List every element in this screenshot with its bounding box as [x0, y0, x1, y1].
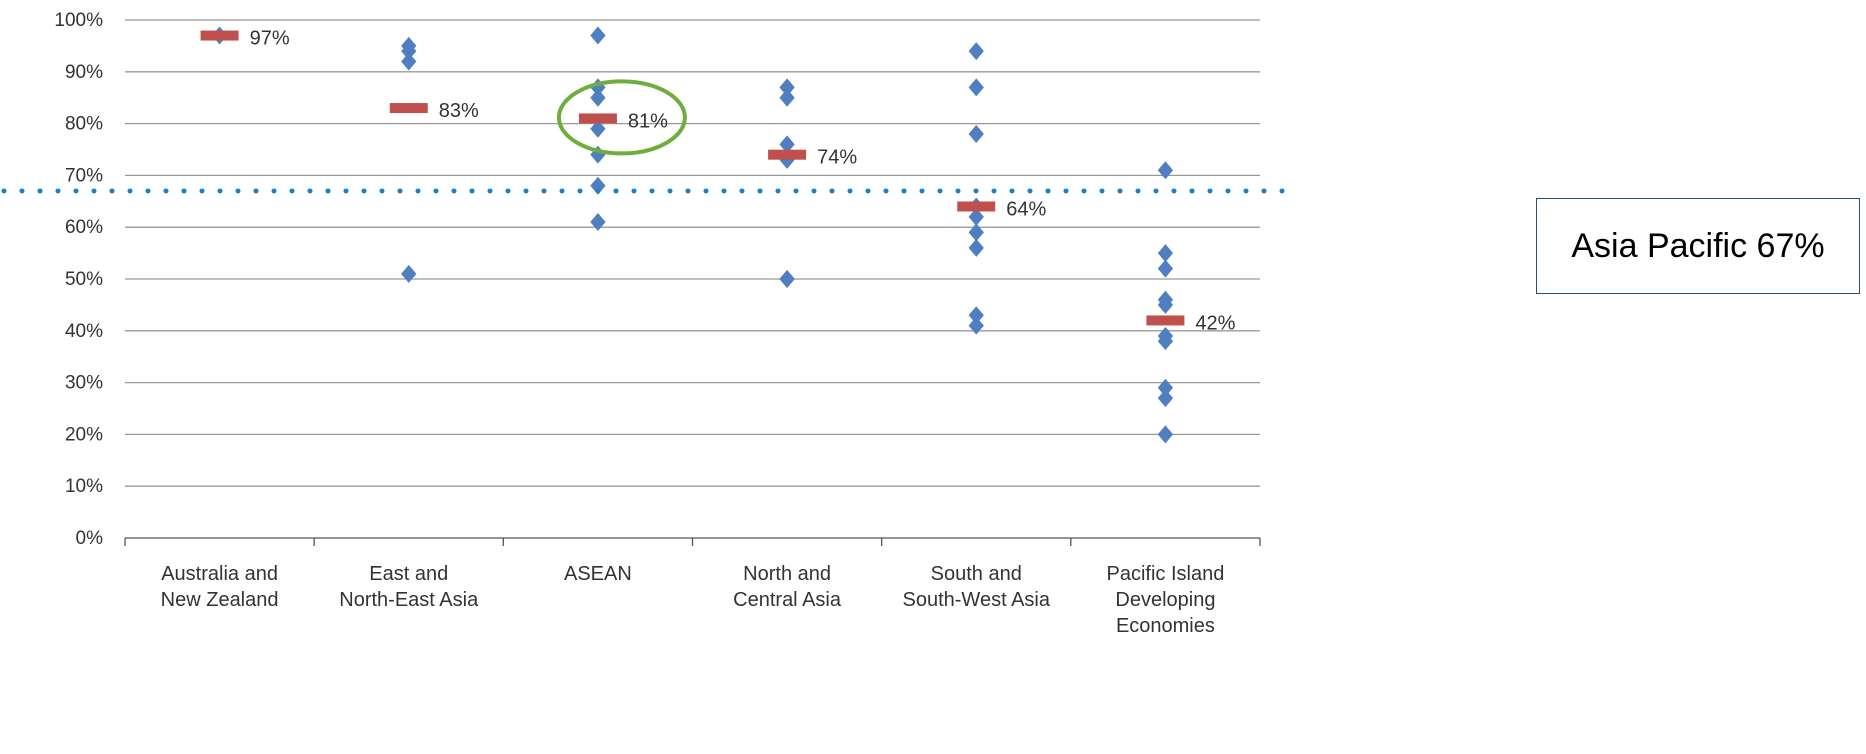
average-marker	[957, 201, 996, 212]
data-point	[1157, 425, 1174, 444]
data-point	[1157, 389, 1174, 408]
x-tick-label: South and South-West Asia	[903, 563, 1051, 611]
average-label: 42%	[1195, 312, 1235, 334]
y-tick-label: 10%	[65, 476, 103, 497]
y-tick-label: 90%	[65, 62, 103, 83]
data-point	[968, 306, 984, 325]
highlight-ellipse	[556, 79, 687, 156]
average-markers: 97% 83% 81% 74% 64% 42%	[200, 28, 1236, 334]
data-point	[590, 176, 606, 195]
data-point	[1157, 259, 1174, 278]
data-point	[590, 26, 606, 45]
data-point	[1157, 295, 1174, 314]
y-tick-label: 80%	[65, 114, 103, 135]
data-point	[968, 42, 984, 61]
y-tick-label: 30%	[65, 373, 103, 394]
average-marker	[1146, 315, 1185, 326]
data-point	[779, 78, 795, 97]
data-point	[401, 52, 417, 71]
average-label: 74%	[817, 147, 857, 169]
data-point	[1157, 378, 1174, 397]
data-point	[401, 42, 417, 61]
grid-lines	[125, 19, 1260, 487]
y-tick-label: 0%	[76, 528, 104, 549]
data-point	[779, 270, 795, 288]
x-axis	[124, 537, 1261, 546]
data-point	[590, 119, 606, 138]
data-point	[1157, 244, 1174, 263]
data-point	[968, 316, 984, 335]
y-axis-ticks: 0% 10% 20% 30% 40% 50% 60% 70% 80% 90% 100%	[54, 10, 103, 549]
data-point	[968, 78, 984, 97]
y-tick-label: 40%	[65, 321, 103, 342]
highlight-group	[556, 79, 687, 156]
data-point	[590, 88, 606, 107]
x-tick-label: ASEAN	[564, 563, 632, 585]
average-marker	[578, 113, 617, 124]
x-tick-label: Pacific Island Developing Economies	[1106, 563, 1224, 637]
y-tick-label: 100%	[54, 10, 103, 31]
data-point	[401, 264, 417, 283]
x-axis-labels: Australia and New Zealand East and North-Ea…	[161, 563, 1225, 637]
y-tick-label: 60%	[65, 217, 103, 238]
y-tick-label: 50%	[65, 269, 103, 290]
reference-label: Asia Pacific 67%	[1571, 226, 1825, 265]
y-tick-label: 70%	[65, 165, 103, 186]
data-point	[590, 213, 606, 232]
average-marker	[200, 30, 239, 41]
average-marker	[768, 149, 807, 160]
data-point	[779, 88, 795, 107]
y-tick-label: 20%	[65, 424, 103, 445]
data-point	[968, 124, 984, 143]
data-points	[211, 26, 1174, 444]
average-label: 97%	[250, 28, 290, 50]
average-marker	[389, 103, 428, 114]
data-point	[779, 135, 795, 154]
data-point	[968, 238, 984, 257]
x-tick-label: Australia and New Zealand	[161, 563, 279, 611]
average-label: 64%	[1006, 198, 1046, 220]
data-point	[968, 207, 984, 226]
x-tick-label: North and Central Asia	[733, 563, 842, 611]
average-label: 83%	[439, 100, 479, 122]
data-point	[968, 223, 984, 242]
reference-label-box: Asia Pacific 67%	[1536, 198, 1860, 294]
x-tick-label: East and North-East Asia	[339, 563, 479, 611]
average-label: 81%	[628, 110, 668, 132]
data-point	[1157, 161, 1174, 180]
data-point	[1157, 332, 1174, 351]
